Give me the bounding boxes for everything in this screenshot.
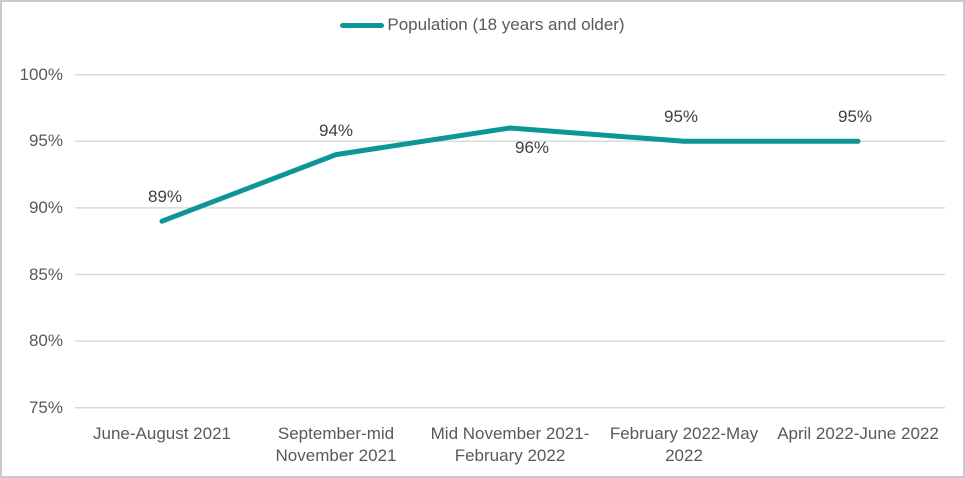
y-axis-tick-label: 90% xyxy=(28,197,63,217)
data-point-label: 95% xyxy=(663,107,699,127)
x-axis-category-label: June-August 2021 xyxy=(93,424,231,443)
legend-label: Population (18 years and older) xyxy=(387,15,625,34)
legend-line-icon xyxy=(340,22,385,28)
x-axis-category-label: September-mid November 2021 xyxy=(275,424,397,465)
data-point-label: 94% xyxy=(318,120,354,140)
data-point-label: 96% xyxy=(514,137,550,157)
chart-legend: Population (18 years and older) xyxy=(2,15,963,35)
x-axis-category-label: April 2022-June 2022 xyxy=(777,424,939,443)
x-axis-category-label: February 2022-May 2022 xyxy=(609,424,759,465)
y-axis-tick-label: 100% xyxy=(19,64,63,84)
y-axis-tick-label: 95% xyxy=(28,131,63,151)
data-point-label: 89% xyxy=(147,187,183,207)
y-axis-tick-label: 85% xyxy=(28,264,63,284)
x-axis-category-label: Mid November 2021- February 2022 xyxy=(430,424,590,465)
y-axis-tick-label: 80% xyxy=(28,331,63,351)
series-line xyxy=(159,125,861,224)
data-point-label: 95% xyxy=(837,107,873,127)
y-axis-tick-label: 75% xyxy=(28,397,63,417)
